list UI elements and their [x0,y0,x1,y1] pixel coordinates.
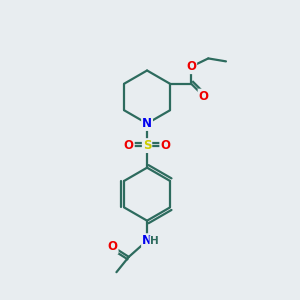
Text: O: O [108,240,118,253]
Text: O: O [186,60,196,73]
Text: S: S [143,139,151,152]
Text: N: N [142,234,152,247]
Text: O: O [199,90,208,103]
Text: N: N [142,117,152,130]
Text: H: H [150,236,159,246]
Text: O: O [160,139,170,152]
Text: O: O [124,139,134,152]
